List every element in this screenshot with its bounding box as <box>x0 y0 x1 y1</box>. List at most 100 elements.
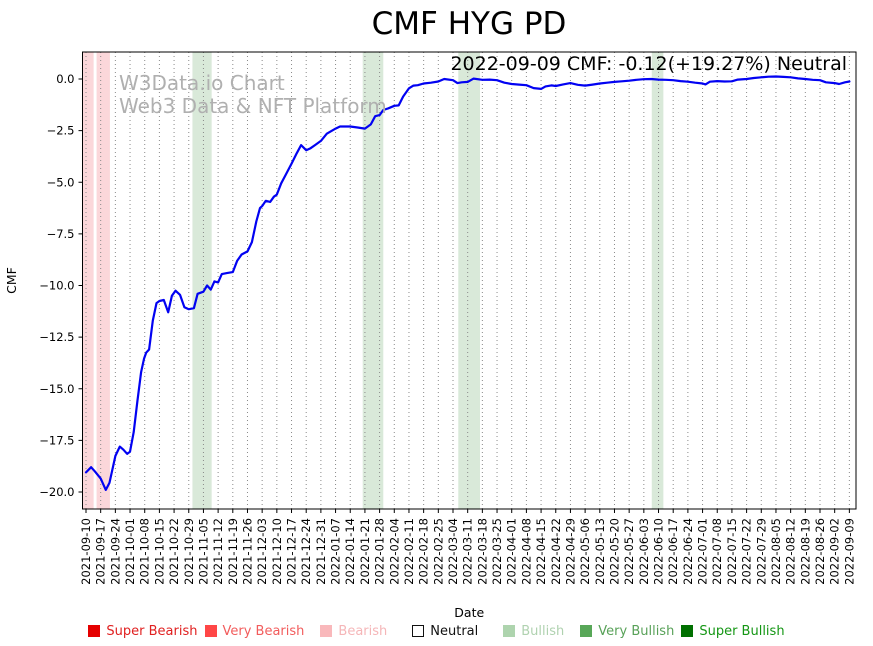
legend-item-neutral: Neutral <box>412 624 478 639</box>
x-tick-label: 2021-09-10 <box>79 518 93 585</box>
x-tick-label: 2021-11-19 <box>226 518 240 585</box>
x-tick-label: 2022-08-26 <box>813 518 827 585</box>
x-tick-label: 2021-09-24 <box>108 518 122 585</box>
x-tick-label: 2022-07-01 <box>696 518 710 585</box>
band-bullish <box>362 52 384 509</box>
y-tick-label: −17.5 <box>39 433 74 447</box>
cmf-line-group <box>84 75 851 491</box>
x-tick-label: 2022-05-27 <box>622 518 636 585</box>
band-bearish <box>82 52 94 509</box>
latest-value-annotation: 2022-09-09 CMF: -0.12(+19.27%) Neutral <box>450 53 847 75</box>
x-tick-label: 2022-01-21 <box>358 518 372 585</box>
x-tick-label: 2022-01-14 <box>343 518 357 585</box>
x-tick-label: 2022-07-15 <box>725 518 739 585</box>
x-tick-label: 2022-03-18 <box>475 518 489 585</box>
legend-label: Bearish <box>338 623 388 639</box>
x-tick-label: 2022-03-25 <box>490 518 504 585</box>
y-tick-label: −15.0 <box>39 382 74 396</box>
band-bullish <box>192 52 212 509</box>
legend-item-very-bullish: Very Bullish <box>580 624 674 639</box>
x-tick-label: 2022-09-09 <box>842 518 856 585</box>
x-tick-label: 2022-05-06 <box>578 518 592 585</box>
x-tick-label: 2022-04-15 <box>534 518 548 585</box>
x-tick-label: 2022-01-07 <box>329 518 343 585</box>
legend-swatch-very-bullish <box>580 625 593 637</box>
legend-item-very-bearish: Very Bearish <box>204 623 305 639</box>
band-bearish <box>96 52 110 509</box>
x-tick-label: 2021-12-31 <box>314 518 328 585</box>
x-tick-label: 2021-10-29 <box>182 518 196 585</box>
x-tick-label: 2021-10-22 <box>167 518 181 585</box>
x-tick-label: 2022-04-22 <box>549 518 563 585</box>
legend-label: Super Bearish <box>106 623 198 639</box>
x-tick-label: 2022-07-08 <box>710 518 724 585</box>
legend-swatch-bullish <box>503 625 516 637</box>
legend-swatch-super-bullish <box>681 625 694 637</box>
y-tick-label: −20.0 <box>39 485 74 499</box>
y-tick-label: −2.5 <box>47 124 75 138</box>
x-tick-label: 2022-04-29 <box>563 518 577 585</box>
x-tick-label: 2021-11-26 <box>240 518 254 585</box>
legend-label: Neutral <box>430 623 479 639</box>
x-tick-label: 2022-02-11 <box>402 518 416 585</box>
x-axis-label: Date <box>454 605 484 620</box>
legend-swatch-neutral <box>412 625 425 637</box>
legend: Super Bearish Very Bearish Bearish Neutral B… <box>0 619 873 643</box>
x-tick-label: 2021-11-05 <box>196 518 210 585</box>
x-tick-label: 2022-05-20 <box>607 518 621 585</box>
x-tick-label: 2022-03-04 <box>446 518 460 585</box>
band-bullish <box>651 52 664 509</box>
x-tick-label: 2022-06-10 <box>652 518 666 585</box>
y-tick-label: 0.0 <box>56 72 74 86</box>
y-tick-label: −7.5 <box>47 227 75 241</box>
x-tick-label: 2021-09-17 <box>94 518 108 585</box>
x-tick-label: 2022-04-08 <box>519 518 533 585</box>
watermark: W3Data.io Chart Web3 Data & NFT Platform <box>119 72 387 118</box>
band-bullish <box>458 52 481 509</box>
legend-item-bullish: Bullish <box>503 624 564 639</box>
cmf-line <box>84 75 851 491</box>
x-tick-label: 2022-08-12 <box>784 518 798 585</box>
x-tick-label: 2021-12-17 <box>285 518 299 585</box>
x-tick-label: 2022-06-24 <box>681 518 695 585</box>
x-tick-label: 2022-07-29 <box>754 518 768 585</box>
plot-border <box>82 51 857 510</box>
watermark-line-1: W3Data.io Chart <box>119 71 285 95</box>
legend-item-super-bullish: Super Bullish <box>681 623 785 639</box>
watermark-line-2: Web3 Data & NFT Platform <box>119 94 387 118</box>
y-tick-label: −10.0 <box>39 279 74 293</box>
x-tick-label: 2022-08-19 <box>798 518 812 585</box>
x-tick-label: 2022-02-04 <box>387 518 401 585</box>
y-tick-label: −12.5 <box>39 330 74 344</box>
legend-swatch-very-bearish <box>204 625 217 637</box>
chart-title: CMF HYG PD <box>371 6 567 42</box>
x-tick-label: 2022-08-05 <box>769 518 783 585</box>
x-tick-label: 2022-07-22 <box>740 518 754 585</box>
legend-item-bearish: Bearish <box>320 624 387 639</box>
x-tick-label: 2021-12-10 <box>270 518 284 585</box>
x-tick-label: 2022-02-25 <box>431 518 445 585</box>
legend-label: Very Bullish <box>598 623 675 639</box>
x-tick-label: 2021-12-24 <box>299 518 313 585</box>
y-tick-label: −5.0 <box>47 175 75 189</box>
x-tick-label: 2022-06-03 <box>637 518 651 585</box>
x-tick-label: 2021-11-12 <box>211 518 225 585</box>
x-tick-label: 2022-01-28 <box>373 518 387 585</box>
x-tick-label: 2022-09-02 <box>828 518 842 585</box>
legend-label: Super Bullish <box>699 623 785 639</box>
legend-swatch-bearish <box>320 625 333 637</box>
x-tick-label: 2022-05-13 <box>593 518 607 585</box>
x-tick-label: 2022-04-01 <box>505 518 519 585</box>
legend-label: Very Bearish <box>222 623 305 639</box>
x-tick-label: 2021-10-08 <box>138 518 152 585</box>
x-tick-label: 2021-12-03 <box>255 518 269 585</box>
x-tick-label: 2022-02-18 <box>417 518 431 585</box>
x-tick-label: 2021-10-15 <box>152 518 166 585</box>
legend-item-super-bearish: Super Bearish <box>88 623 198 639</box>
legend-swatch-super-bearish <box>88 625 101 637</box>
legend-label: Bullish <box>521 623 565 639</box>
x-tick-label: 2022-03-11 <box>461 518 475 585</box>
x-tick-label: 2022-06-17 <box>666 518 680 585</box>
